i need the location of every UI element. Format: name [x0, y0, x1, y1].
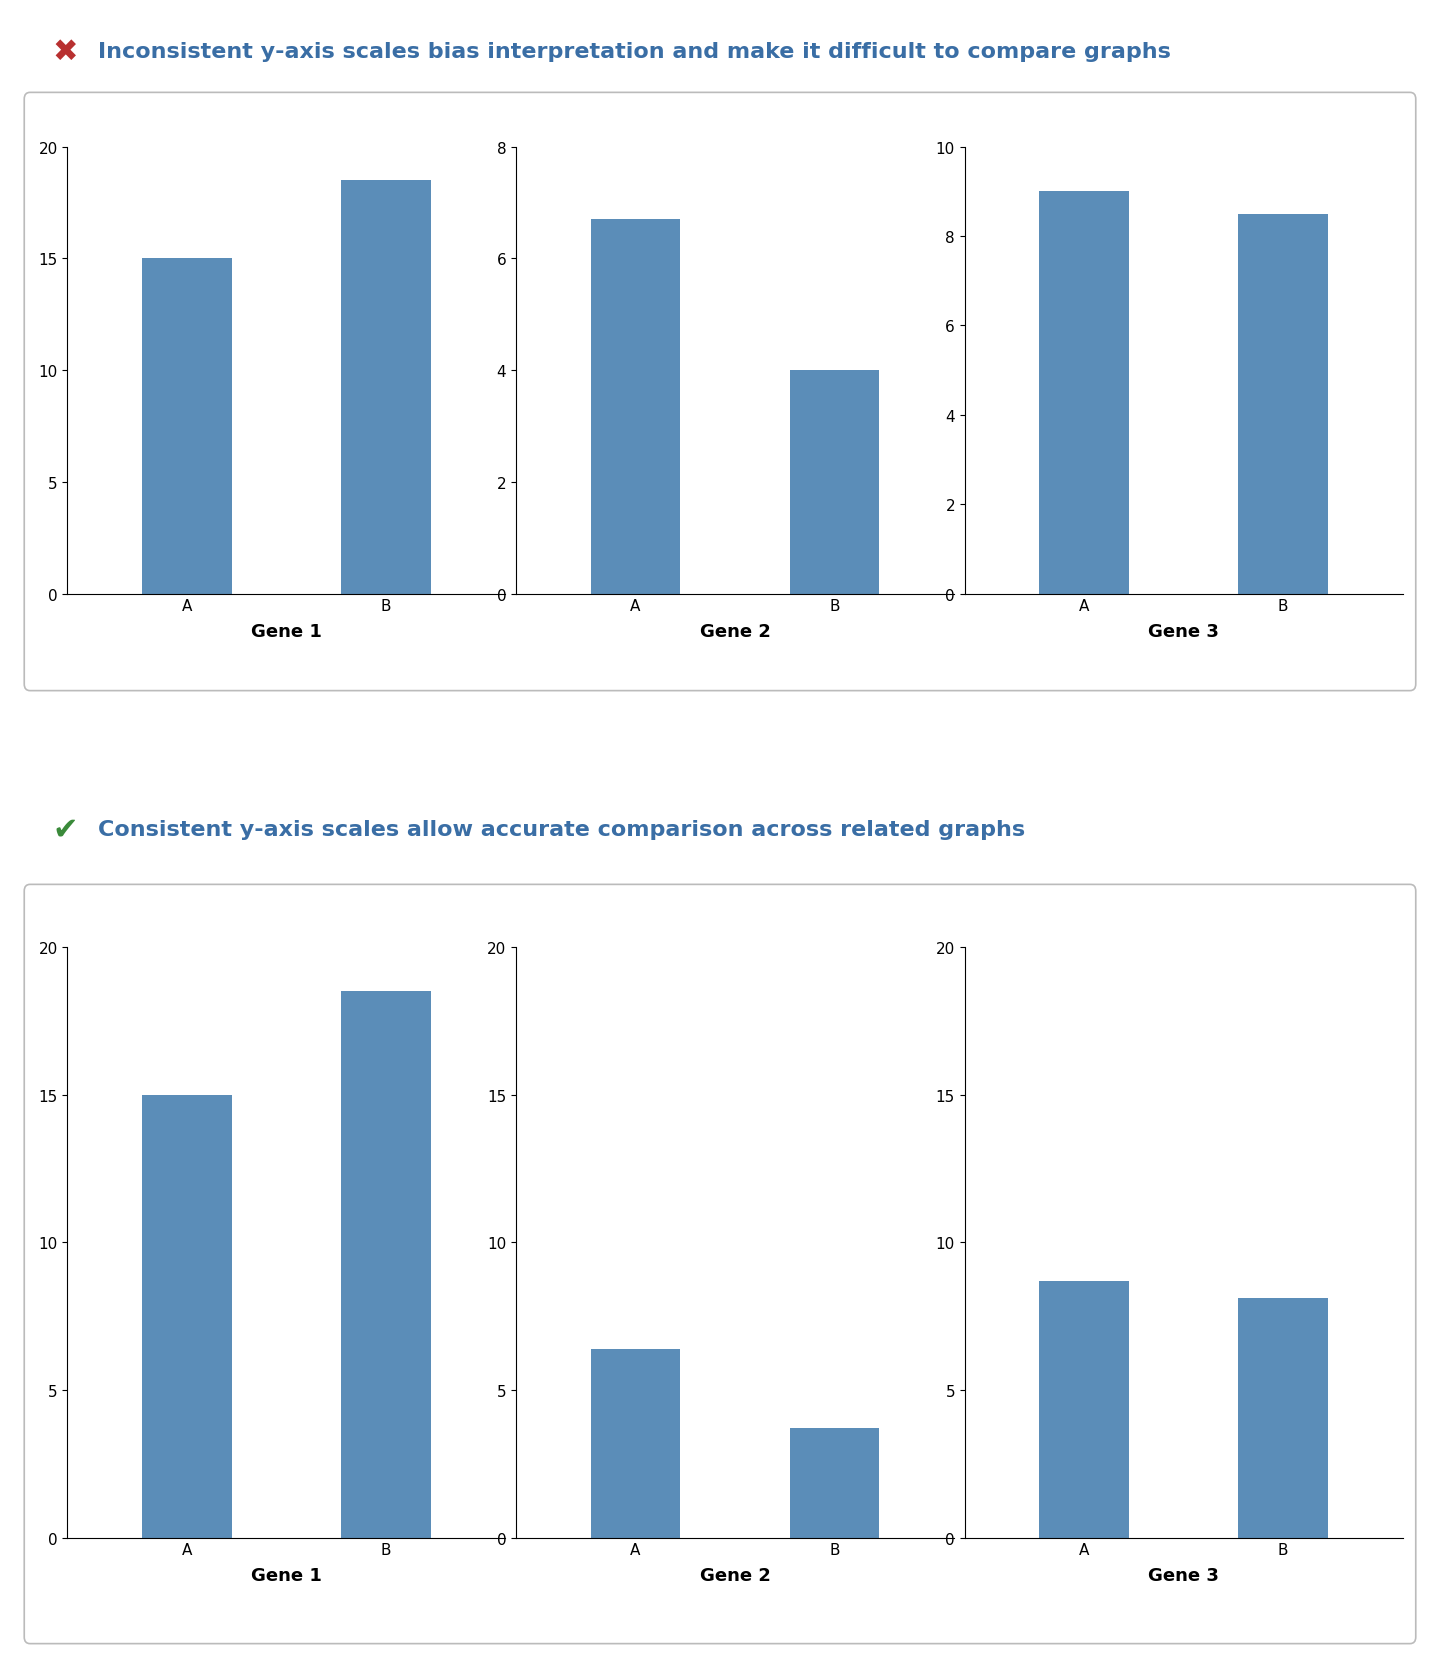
Text: ✖: ✖ [52, 38, 78, 66]
Bar [143, 260, 232, 594]
Bar [789, 371, 880, 594]
Text: ✔: ✔ [52, 814, 78, 844]
Bar [341, 991, 431, 1537]
Bar [1238, 215, 1328, 594]
X-axis label: Gene 1: Gene 1 [251, 1566, 321, 1584]
X-axis label: Gene 2: Gene 2 [700, 622, 770, 640]
X-axis label: Gene 3: Gene 3 [1148, 1566, 1220, 1584]
Text: Inconsistent y-axis scales bias interpretation and make it difficult to compare : Inconsistent y-axis scales bias interpre… [98, 41, 1171, 61]
Bar [1040, 192, 1129, 594]
Bar [590, 220, 680, 594]
Bar [1040, 1281, 1129, 1537]
Bar [341, 180, 431, 594]
Bar [789, 1428, 880, 1537]
Bar [590, 1349, 680, 1537]
Text: Consistent y-axis scales allow accurate comparison across related graphs: Consistent y-axis scales allow accurate … [98, 819, 1025, 839]
X-axis label: Gene 2: Gene 2 [700, 1566, 770, 1584]
Bar [1238, 1299, 1328, 1537]
X-axis label: Gene 1: Gene 1 [251, 622, 321, 640]
Bar [143, 1096, 232, 1537]
X-axis label: Gene 3: Gene 3 [1148, 622, 1220, 640]
